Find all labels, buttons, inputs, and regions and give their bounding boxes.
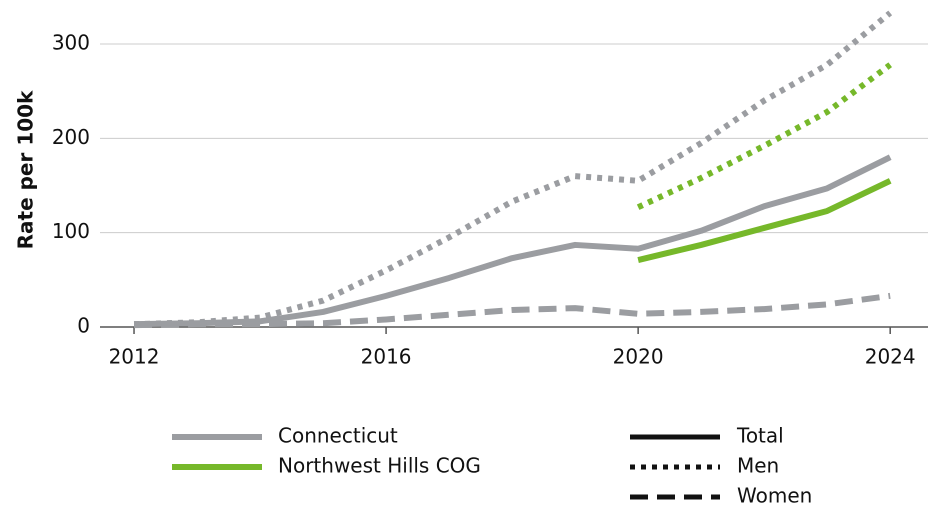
x-tick-label: 2012 [109,345,160,369]
line-series [637,178,892,263]
y-axis-label: Rate per 100k [14,90,38,249]
line-series [133,154,892,328]
y-tick-label: 100 [52,219,90,243]
x-tick-label: 2020 [613,345,664,369]
legend-label: Men [737,454,779,478]
y-tick-label: 200 [52,125,90,149]
y-tick-label: 0 [77,314,90,338]
legend-label: Women [737,484,812,508]
line-series [133,10,893,328]
legend-label: Total [736,424,784,448]
y-tick-label: 300 [52,31,90,55]
x-tick-label: 2024 [865,345,916,369]
legend-label: Connecticut [278,424,398,448]
line-series [133,292,891,329]
legend-label: Northwest Hills COG [278,454,481,478]
x-tick-label: 2016 [361,345,412,369]
line-series [636,62,892,210]
